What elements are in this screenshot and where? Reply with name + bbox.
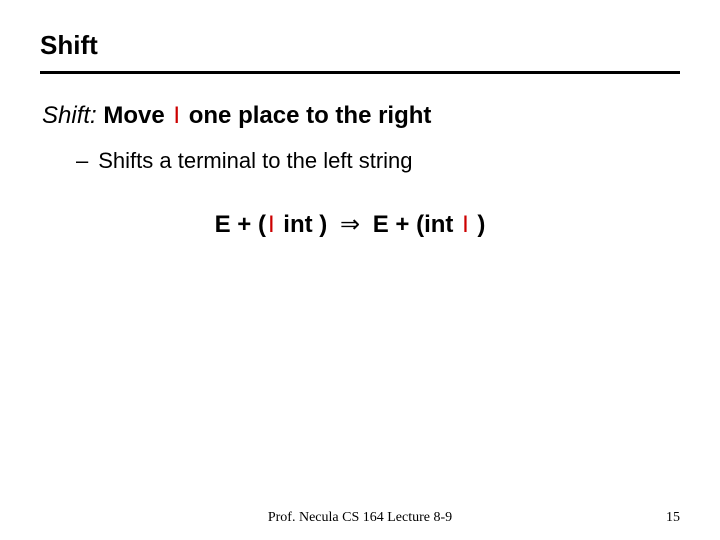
slide-title: Shift bbox=[40, 30, 680, 61]
sub-text: Shifts a terminal to the left string bbox=[98, 148, 412, 173]
slide: Shift Shift: Move I one place to the rig… bbox=[0, 0, 720, 540]
formula-lhs-b: int ) bbox=[277, 211, 328, 238]
title-rule bbox=[40, 71, 680, 74]
bullet-dash: – bbox=[76, 148, 88, 174]
formula-lhs-a: E + ( bbox=[215, 211, 266, 238]
main-prefix: Shift: bbox=[42, 102, 97, 129]
formula: E + (I int ) ⇒ E + (int I ) bbox=[40, 210, 660, 239]
arrow-icon: ⇒ bbox=[334, 211, 366, 238]
footer-center: Prof. Necula CS 164 Lecture 8-9 bbox=[268, 510, 452, 526]
formula-rhs-a: E + (int bbox=[373, 211, 460, 238]
marker-rhs: I bbox=[460, 211, 471, 238]
main-text-a: Move bbox=[97, 102, 172, 129]
main-line: Shift: Move I one place to the right bbox=[40, 102, 680, 130]
marker-main: I bbox=[171, 102, 182, 129]
formula-rhs-b: ) bbox=[471, 211, 486, 238]
main-text-b: one place to the right bbox=[182, 102, 431, 129]
sub-line: –Shifts a terminal to the left string bbox=[40, 148, 680, 174]
page-number: 15 bbox=[666, 510, 680, 526]
marker-lhs: I bbox=[266, 211, 277, 238]
